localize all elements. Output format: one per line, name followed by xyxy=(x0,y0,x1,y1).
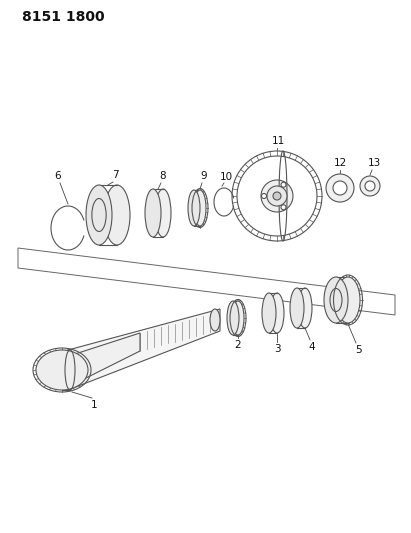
Text: 9: 9 xyxy=(201,171,207,181)
Circle shape xyxy=(281,205,286,210)
Text: 8: 8 xyxy=(160,171,166,181)
Ellipse shape xyxy=(290,288,304,328)
Ellipse shape xyxy=(262,293,276,333)
Text: 10: 10 xyxy=(219,172,233,182)
Ellipse shape xyxy=(232,301,244,335)
Text: 7: 7 xyxy=(112,170,118,180)
Ellipse shape xyxy=(194,190,206,226)
Circle shape xyxy=(261,180,293,212)
Circle shape xyxy=(326,174,354,202)
Circle shape xyxy=(261,193,266,198)
Ellipse shape xyxy=(36,350,88,390)
Ellipse shape xyxy=(227,301,239,335)
Ellipse shape xyxy=(188,190,200,226)
Text: 8151 1800: 8151 1800 xyxy=(22,10,105,24)
Ellipse shape xyxy=(155,189,171,237)
Text: 12: 12 xyxy=(333,158,346,168)
Ellipse shape xyxy=(336,277,360,323)
Circle shape xyxy=(365,181,375,191)
Circle shape xyxy=(237,156,317,236)
Text: 6: 6 xyxy=(55,171,61,181)
Ellipse shape xyxy=(298,288,312,328)
Circle shape xyxy=(333,181,347,195)
Polygon shape xyxy=(72,333,140,385)
Ellipse shape xyxy=(210,309,220,331)
Text: 11: 11 xyxy=(271,136,285,146)
Ellipse shape xyxy=(324,277,348,323)
Ellipse shape xyxy=(104,185,130,245)
Ellipse shape xyxy=(145,189,161,237)
Text: 4: 4 xyxy=(309,342,315,352)
Circle shape xyxy=(360,176,380,196)
Ellipse shape xyxy=(86,185,112,245)
Text: 3: 3 xyxy=(274,344,280,354)
Text: 13: 13 xyxy=(367,158,381,168)
Polygon shape xyxy=(68,309,220,390)
Text: 5: 5 xyxy=(355,345,361,355)
Text: 2: 2 xyxy=(235,340,241,350)
Circle shape xyxy=(273,192,281,200)
Text: 1: 1 xyxy=(91,400,97,410)
Circle shape xyxy=(281,182,286,187)
Polygon shape xyxy=(18,248,395,315)
Ellipse shape xyxy=(270,293,284,333)
Circle shape xyxy=(267,186,287,206)
